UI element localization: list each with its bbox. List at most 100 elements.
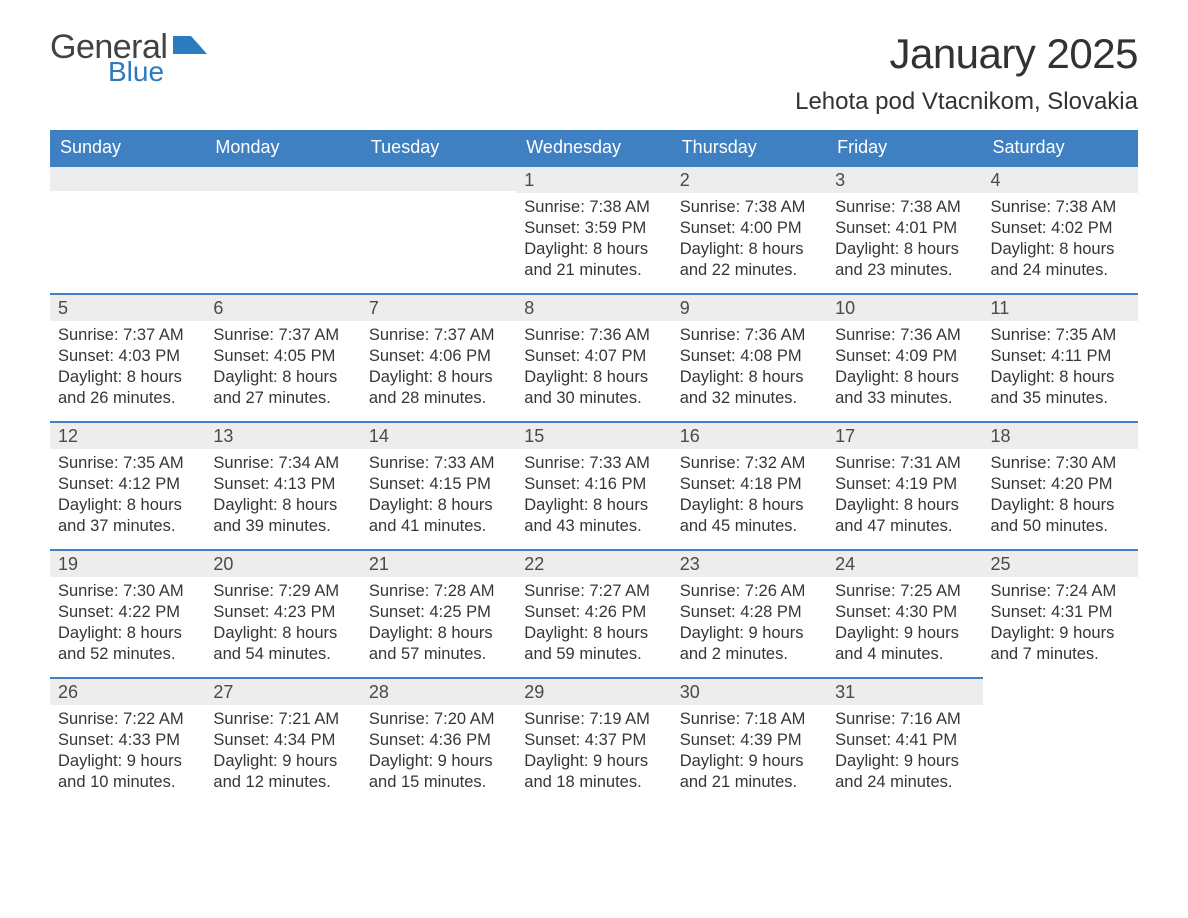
- day-daylight1: Daylight: 8 hours: [991, 239, 1130, 260]
- day-daylight2: and 39 minutes.: [213, 516, 352, 537]
- day-sunset: Sunset: 4:23 PM: [213, 602, 352, 623]
- day-daylight1: Daylight: 8 hours: [58, 495, 197, 516]
- day-sunset: Sunset: 4:34 PM: [213, 730, 352, 751]
- day-cell: 8Sunrise: 7:36 AMSunset: 4:07 PMDaylight…: [516, 293, 671, 421]
- day-daylight2: and 30 minutes.: [524, 388, 663, 409]
- empty-date-bar: [361, 165, 516, 191]
- day-sunrise: Sunrise: 7:38 AM: [524, 197, 663, 218]
- date-number: 28: [361, 677, 516, 705]
- day-sunset: Sunset: 4:09 PM: [835, 346, 974, 367]
- day-content: Sunrise: 7:16 AMSunset: 4:41 PMDaylight:…: [827, 705, 982, 801]
- location-text: Lehota pod Vtacnikom, Slovakia: [795, 88, 1138, 116]
- day-daylight1: Daylight: 8 hours: [524, 623, 663, 644]
- date-number: 18: [983, 421, 1138, 449]
- day-header-cell: Wednesday: [516, 130, 671, 165]
- day-daylight2: and 43 minutes.: [524, 516, 663, 537]
- day-cell: 17Sunrise: 7:31 AMSunset: 4:19 PMDayligh…: [827, 421, 982, 549]
- day-daylight1: Daylight: 8 hours: [991, 367, 1130, 388]
- day-sunrise: Sunrise: 7:33 AM: [369, 453, 508, 474]
- day-daylight1: Daylight: 9 hours: [213, 751, 352, 772]
- calendar: SundayMondayTuesdayWednesdayThursdayFrid…: [50, 130, 1138, 805]
- day-sunrise: Sunrise: 7:37 AM: [369, 325, 508, 346]
- day-daylight2: and 28 minutes.: [369, 388, 508, 409]
- date-number: 21: [361, 549, 516, 577]
- day-daylight1: Daylight: 8 hours: [680, 495, 819, 516]
- day-cell: 19Sunrise: 7:30 AMSunset: 4:22 PMDayligh…: [50, 549, 205, 677]
- day-sunrise: Sunrise: 7:38 AM: [680, 197, 819, 218]
- day-sunrise: Sunrise: 7:16 AM: [835, 709, 974, 730]
- day-cell: 27Sunrise: 7:21 AMSunset: 4:34 PMDayligh…: [205, 677, 360, 805]
- date-number: 27: [205, 677, 360, 705]
- day-daylight2: and 23 minutes.: [835, 260, 974, 281]
- day-header-row: SundayMondayTuesdayWednesdayThursdayFrid…: [50, 130, 1138, 165]
- week-row: 1Sunrise: 7:38 AMSunset: 3:59 PMDaylight…: [50, 165, 1138, 293]
- day-content: Sunrise: 7:38 AMSunset: 4:02 PMDaylight:…: [983, 193, 1138, 289]
- date-number: 20: [205, 549, 360, 577]
- date-number: 13: [205, 421, 360, 449]
- week-row: 5Sunrise: 7:37 AMSunset: 4:03 PMDaylight…: [50, 293, 1138, 421]
- day-cell: 23Sunrise: 7:26 AMSunset: 4:28 PMDayligh…: [672, 549, 827, 677]
- day-daylight1: Daylight: 8 hours: [369, 623, 508, 644]
- day-sunset: Sunset: 4:30 PM: [835, 602, 974, 623]
- date-number: 11: [983, 293, 1138, 321]
- day-daylight2: and 35 minutes.: [991, 388, 1130, 409]
- day-content: Sunrise: 7:32 AMSunset: 4:18 PMDaylight:…: [672, 449, 827, 545]
- empty-date-bar: [205, 165, 360, 191]
- day-sunset: Sunset: 4:33 PM: [58, 730, 197, 751]
- day-daylight2: and 26 minutes.: [58, 388, 197, 409]
- day-sunrise: Sunrise: 7:35 AM: [58, 453, 197, 474]
- day-cell: [361, 165, 516, 293]
- day-daylight2: and 37 minutes.: [58, 516, 197, 537]
- day-sunrise: Sunrise: 7:37 AM: [58, 325, 197, 346]
- day-daylight2: and 10 minutes.: [58, 772, 197, 793]
- day-daylight1: Daylight: 9 hours: [369, 751, 508, 772]
- day-content: Sunrise: 7:19 AMSunset: 4:37 PMDaylight:…: [516, 705, 671, 801]
- day-daylight2: and 50 minutes.: [991, 516, 1130, 537]
- weeks-container: 1Sunrise: 7:38 AMSunset: 3:59 PMDaylight…: [50, 165, 1138, 805]
- day-sunrise: Sunrise: 7:34 AM: [213, 453, 352, 474]
- day-sunset: Sunset: 4:18 PM: [680, 474, 819, 495]
- date-number: 29: [516, 677, 671, 705]
- day-daylight2: and 33 minutes.: [835, 388, 974, 409]
- day-sunrise: Sunrise: 7:27 AM: [524, 581, 663, 602]
- day-content: Sunrise: 7:38 AMSunset: 4:00 PMDaylight:…: [672, 193, 827, 289]
- day-sunset: Sunset: 4:26 PM: [524, 602, 663, 623]
- day-sunset: Sunset: 4:15 PM: [369, 474, 508, 495]
- day-cell: 21Sunrise: 7:28 AMSunset: 4:25 PMDayligh…: [361, 549, 516, 677]
- day-daylight2: and 47 minutes.: [835, 516, 974, 537]
- month-title: January 2025: [795, 30, 1138, 78]
- day-sunrise: Sunrise: 7:20 AM: [369, 709, 508, 730]
- day-content: Sunrise: 7:27 AMSunset: 4:26 PMDaylight:…: [516, 577, 671, 673]
- day-sunrise: Sunrise: 7:18 AM: [680, 709, 819, 730]
- day-sunset: Sunset: 4:31 PM: [991, 602, 1130, 623]
- day-daylight2: and 15 minutes.: [369, 772, 508, 793]
- day-sunset: Sunset: 4:16 PM: [524, 474, 663, 495]
- day-daylight1: Daylight: 9 hours: [991, 623, 1130, 644]
- day-content: Sunrise: 7:30 AMSunset: 4:22 PMDaylight:…: [50, 577, 205, 673]
- week-row: 26Sunrise: 7:22 AMSunset: 4:33 PMDayligh…: [50, 677, 1138, 805]
- day-daylight1: Daylight: 9 hours: [835, 751, 974, 772]
- day-sunrise: Sunrise: 7:22 AM: [58, 709, 197, 730]
- day-sunrise: Sunrise: 7:26 AM: [680, 581, 819, 602]
- day-cell: 10Sunrise: 7:36 AMSunset: 4:09 PMDayligh…: [827, 293, 982, 421]
- day-header-cell: Thursday: [672, 130, 827, 165]
- day-cell: 4Sunrise: 7:38 AMSunset: 4:02 PMDaylight…: [983, 165, 1138, 293]
- day-sunset: Sunset: 4:41 PM: [835, 730, 974, 751]
- date-number: 30: [672, 677, 827, 705]
- day-content: Sunrise: 7:34 AMSunset: 4:13 PMDaylight:…: [205, 449, 360, 545]
- day-daylight2: and 24 minutes.: [835, 772, 974, 793]
- day-daylight2: and 45 minutes.: [680, 516, 819, 537]
- day-content: Sunrise: 7:36 AMSunset: 4:07 PMDaylight:…: [516, 321, 671, 417]
- day-cell: 1Sunrise: 7:38 AMSunset: 3:59 PMDaylight…: [516, 165, 671, 293]
- day-content: Sunrise: 7:30 AMSunset: 4:20 PMDaylight:…: [983, 449, 1138, 545]
- day-cell: 29Sunrise: 7:19 AMSunset: 4:37 PMDayligh…: [516, 677, 671, 805]
- day-cell: 7Sunrise: 7:37 AMSunset: 4:06 PMDaylight…: [361, 293, 516, 421]
- day-content: Sunrise: 7:25 AMSunset: 4:30 PMDaylight:…: [827, 577, 982, 673]
- day-sunset: Sunset: 4:12 PM: [58, 474, 197, 495]
- day-cell: 30Sunrise: 7:18 AMSunset: 4:39 PMDayligh…: [672, 677, 827, 805]
- date-number: 4: [983, 165, 1138, 193]
- day-cell: 2Sunrise: 7:38 AMSunset: 4:00 PMDaylight…: [672, 165, 827, 293]
- date-number: 12: [50, 421, 205, 449]
- day-sunset: Sunset: 4:22 PM: [58, 602, 197, 623]
- day-sunset: Sunset: 4:06 PM: [369, 346, 508, 367]
